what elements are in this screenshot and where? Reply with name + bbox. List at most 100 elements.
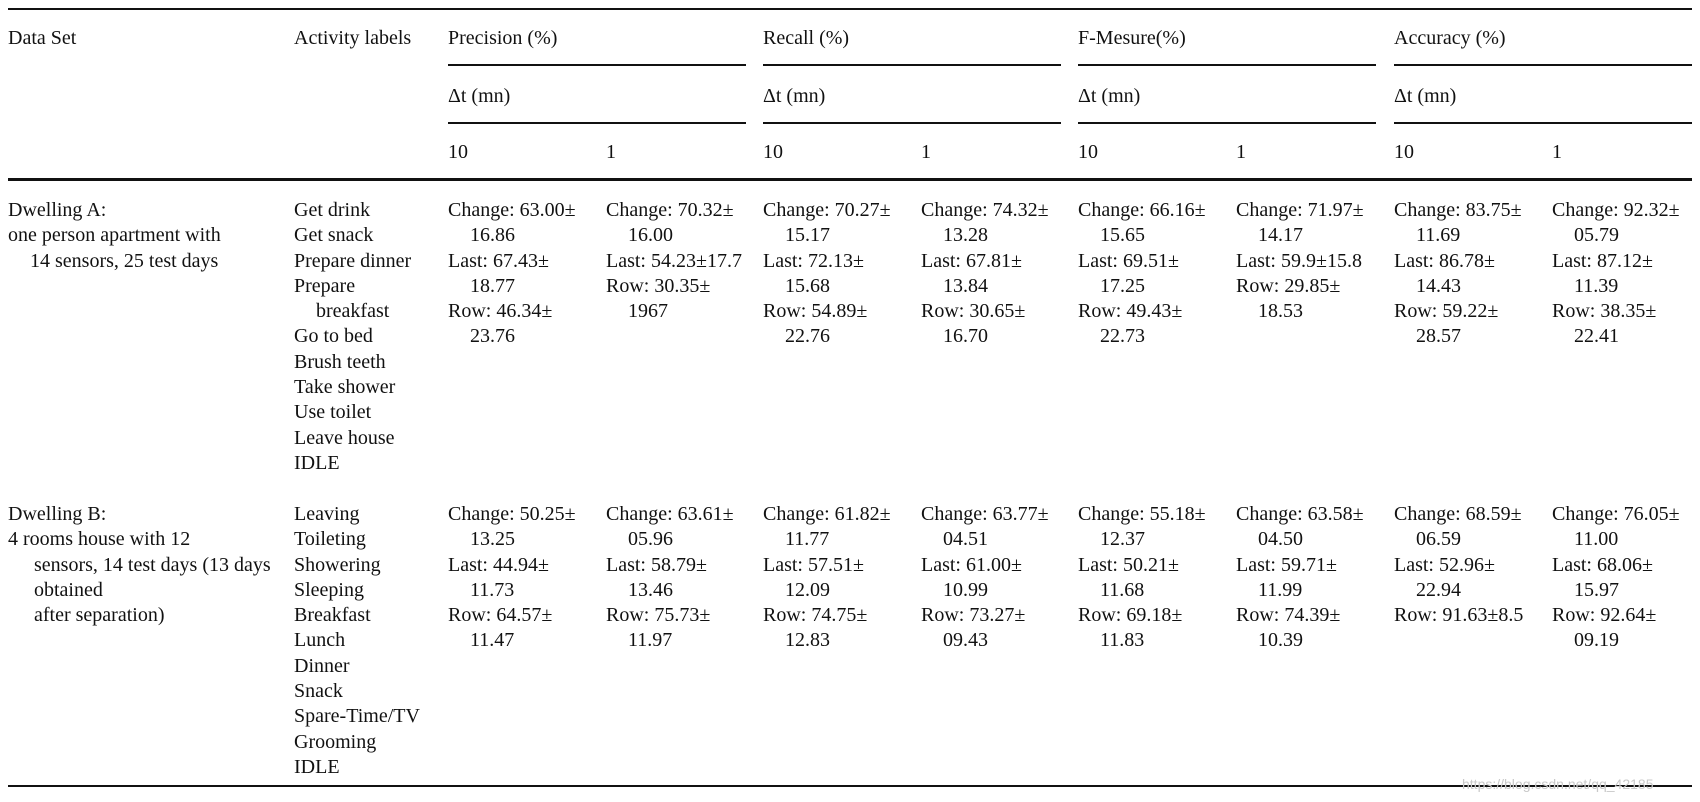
cell-line: 04.51	[943, 528, 988, 551]
activity-label: Leave house	[294, 426, 395, 449]
cell-line: Row: 30.65±	[921, 300, 1026, 323]
cell-line: 11.47	[470, 629, 515, 652]
top-rule	[8, 8, 1692, 10]
activity-label: Prepare	[294, 274, 356, 297]
header-recall: Recall (%)	[763, 27, 850, 49]
fmeasure-rule-2	[1078, 122, 1376, 124]
cell-line: 16.00	[628, 224, 673, 247]
cell-line: Last: 59.71±	[1236, 553, 1337, 576]
cell-line: Change: 63.58±	[1236, 503, 1364, 525]
dataset-line: Dwelling A:	[8, 199, 107, 221]
cell-line: Last: 44.94±	[448, 553, 549, 576]
cell-line: Last: 54.23±17.7	[606, 249, 742, 272]
cell-line: 11.99	[1258, 578, 1303, 601]
cell-line: Change: 70.32±	[606, 199, 734, 221]
cell-line: Change: 74.32±	[921, 199, 1049, 221]
precision-1: 1	[606, 141, 616, 163]
cell-line: Last: 86.78±	[1394, 249, 1495, 272]
cell-line: 13.28	[943, 224, 988, 247]
cell-line: 15.68	[785, 274, 830, 297]
cell-line: 06.59	[1416, 528, 1461, 551]
row-a-activities: Get drink Get snack Prepare dinner Prepa…	[294, 198, 411, 476]
dataset-line: 14 sensors, 25 test days	[30, 249, 219, 272]
row-a-precision-10: Change: 63.00± 16.86 Last: 67.43± 18.77 …	[448, 198, 576, 350]
row-a-recall-1: Change: 74.32± 13.28 Last: 67.81± 13.84 …	[921, 198, 1049, 350]
cell-line: Row: 38.35±	[1552, 300, 1657, 323]
cell-line: Change: 76.05±	[1552, 503, 1680, 525]
cell-line: 14.17	[1258, 224, 1303, 247]
cell-line: 28.57	[1416, 325, 1461, 348]
cell-line: 13.84	[943, 274, 988, 297]
precision-rule-1	[448, 64, 746, 66]
cell-line: 15.97	[1574, 578, 1619, 601]
activity-label: IDLE	[294, 451, 340, 474]
cell-line: 10.39	[1258, 629, 1303, 652]
cell-line: Change: 63.00±	[448, 199, 576, 221]
activity-label: Brush teeth	[294, 350, 386, 373]
row-a-accuracy-1: Change: 92.32± 05.79 Last: 87.12± 11.39 …	[1552, 198, 1680, 350]
cell-line: Change: 63.77±	[921, 503, 1049, 525]
cell-line: Change: 92.32±	[1552, 199, 1680, 221]
cell-line: Change: 55.18±	[1078, 503, 1206, 525]
cell-line: Last: 58.79±	[606, 553, 707, 576]
row-b-accuracy-10: Change: 68.59± 06.59 Last: 52.96± 22.94 …	[1394, 502, 1523, 628]
cell-line: 05.96	[628, 528, 673, 551]
fmeasure-1: 1	[1236, 141, 1246, 163]
cell-line: 11.73	[470, 578, 515, 601]
row-a-recall-10: Change: 70.27± 15.17 Last: 72.13± 15.68 …	[763, 198, 891, 350]
cell-line: Last: 67.81±	[921, 249, 1022, 272]
recall-rule-2	[763, 122, 1061, 124]
cell-line: Row: 75.73±	[606, 604, 711, 627]
recall-10: 10	[763, 141, 783, 163]
activity-label: Leaving	[294, 503, 360, 525]
cell-line: Row: 49.43±	[1078, 300, 1183, 323]
dataset-line: sensors, 14 test days (13 days	[34, 553, 271, 576]
fmeasure-rule-1	[1078, 64, 1376, 66]
activity-label: Sleeping	[294, 578, 364, 601]
fmeasure-10: 10	[1078, 141, 1098, 163]
cell-line: Row: 59.22±	[1394, 300, 1499, 323]
row-a-fmeasure-10: Change: 66.16± 15.65 Last: 69.51± 17.25 …	[1078, 198, 1206, 350]
row-a-fmeasure-1: Change: 71.97± 14.17 Last: 59.9±15.8 Row…	[1236, 198, 1364, 324]
row-b-dataset: Dwelling B: 4 rooms house with 12 sensor…	[8, 502, 271, 628]
row-b-precision-1: Change: 63.61± 05.96 Last: 58.79± 13.46 …	[606, 502, 734, 654]
header-precision: Precision (%)	[448, 27, 558, 49]
row-b-recall-1: Change: 63.77± 04.51 Last: 61.00± 10.99 …	[921, 502, 1049, 654]
cell-line: 22.41	[1574, 325, 1619, 348]
cell-line: Change: 61.82±	[763, 503, 891, 525]
activity-label: Breakfast	[294, 604, 371, 627]
cell-line: Last: 61.00±	[921, 553, 1022, 576]
cell-line: 13.25	[470, 528, 515, 551]
recall-rule-1	[763, 64, 1061, 66]
dataset-line: one person apartment with	[8, 224, 221, 247]
cell-line: 18.53	[1258, 300, 1303, 323]
cell-line: 1967	[628, 300, 668, 323]
row-b-precision-10: Change: 50.25± 13.25 Last: 44.94± 11.73 …	[448, 502, 576, 654]
cell-line: 04.50	[1258, 528, 1303, 551]
activity-label: Grooming	[294, 730, 377, 753]
cell-line: 11.97	[628, 629, 673, 652]
cell-line: Change: 68.59±	[1394, 503, 1522, 525]
cell-line: 23.76	[470, 325, 515, 348]
dataset-line: Dwelling B:	[8, 503, 107, 525]
activity-label: Take shower	[294, 376, 396, 399]
row-b-activities: Leaving Toileting Showering Sleeping Bre…	[294, 502, 420, 780]
cell-line: 15.17	[785, 224, 830, 247]
cell-line: 22.94	[1416, 578, 1461, 601]
cell-line: Last: 68.06±	[1552, 553, 1653, 576]
cell-line: 13.46	[628, 578, 673, 601]
cell-line: Row: 73.27±	[921, 604, 1026, 627]
cell-line: Last: 69.51±	[1078, 249, 1179, 272]
cell-line: Last: 67.43±	[448, 249, 549, 272]
cell-line: Change: 66.16±	[1078, 199, 1206, 221]
cell-line: 16.86	[470, 224, 515, 247]
header-data-set: Data Set	[8, 27, 77, 49]
cell-line: Last: 52.96±	[1394, 553, 1495, 576]
row-a-dataset: Dwelling A: one person apartment with 14…	[8, 198, 221, 274]
header-bottom-rule	[8, 178, 1692, 181]
cell-line: Row: 69.18±	[1078, 604, 1183, 627]
header-accuracy: Accuracy (%)	[1394, 27, 1506, 49]
precision-dt: Δt (mn)	[448, 85, 511, 107]
cell-line: Change: 50.25±	[448, 503, 576, 525]
cell-line: Change: 83.75±	[1394, 199, 1522, 221]
